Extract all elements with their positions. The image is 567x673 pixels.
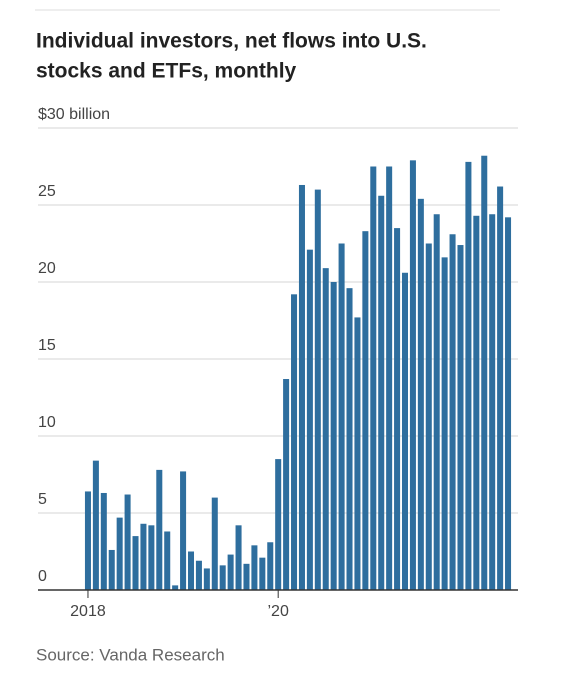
bar <box>425 243 432 590</box>
bar <box>164 531 171 590</box>
bar <box>251 545 258 590</box>
bar <box>370 166 377 590</box>
chart-title: stocks and ETFs, monthly <box>36 60 297 83</box>
bar <box>338 243 345 590</box>
bar <box>283 379 290 590</box>
bar <box>291 294 298 590</box>
chart-title: Individual investors, net flows into U.S… <box>36 30 427 53</box>
bar <box>417 198 424 590</box>
bar <box>156 469 163 590</box>
bar <box>259 557 266 590</box>
bar <box>195 560 202 590</box>
bar <box>298 184 305 591</box>
bar <box>481 155 488 590</box>
y-tick-label: 25 <box>38 183 56 200</box>
bar <box>386 166 393 590</box>
bar <box>187 551 195 590</box>
bar <box>489 214 496 591</box>
bar <box>275 459 282 590</box>
bar <box>116 517 123 590</box>
bar <box>449 234 456 590</box>
bar <box>378 195 385 590</box>
bar <box>172 585 179 590</box>
bar <box>497 186 504 590</box>
source: Source: Vanda Research <box>36 645 225 664</box>
bar <box>362 231 369 590</box>
bar <box>132 536 139 590</box>
bar <box>394 228 401 590</box>
bar <box>401 272 409 590</box>
bar <box>505 217 512 590</box>
bar <box>267 542 274 590</box>
bar <box>84 491 91 590</box>
bar <box>354 317 361 590</box>
bar <box>124 494 131 590</box>
bar <box>235 525 242 590</box>
x-tick-label: 2018 <box>70 603 106 620</box>
bar <box>457 245 464 591</box>
bar <box>433 214 440 591</box>
bar <box>211 497 218 590</box>
bar <box>108 549 115 590</box>
bar <box>203 568 210 590</box>
bar <box>140 523 147 590</box>
bar <box>473 215 480 590</box>
x-tick-label: ’20 <box>268 603 289 620</box>
y-tick-label: 20 <box>38 260 56 277</box>
y-tick-label: $30 billion <box>38 106 110 123</box>
y-tick-label: 10 <box>38 414 56 431</box>
bar <box>465 161 472 590</box>
bar <box>346 288 353 590</box>
bar <box>148 525 155 590</box>
y-tick-label: 15 <box>38 337 56 354</box>
bar <box>100 492 107 590</box>
bar <box>92 460 99 590</box>
bar <box>180 471 187 590</box>
bar <box>322 268 329 590</box>
bar <box>227 554 234 590</box>
bar <box>409 160 416 590</box>
y-tick-label: 0 <box>38 568 47 585</box>
bar <box>243 563 250 590</box>
bar <box>314 189 321 590</box>
bar <box>441 257 448 590</box>
y-tick-label: 5 <box>38 491 47 508</box>
bar <box>219 565 226 590</box>
bar <box>330 282 337 590</box>
bar <box>306 249 313 590</box>
